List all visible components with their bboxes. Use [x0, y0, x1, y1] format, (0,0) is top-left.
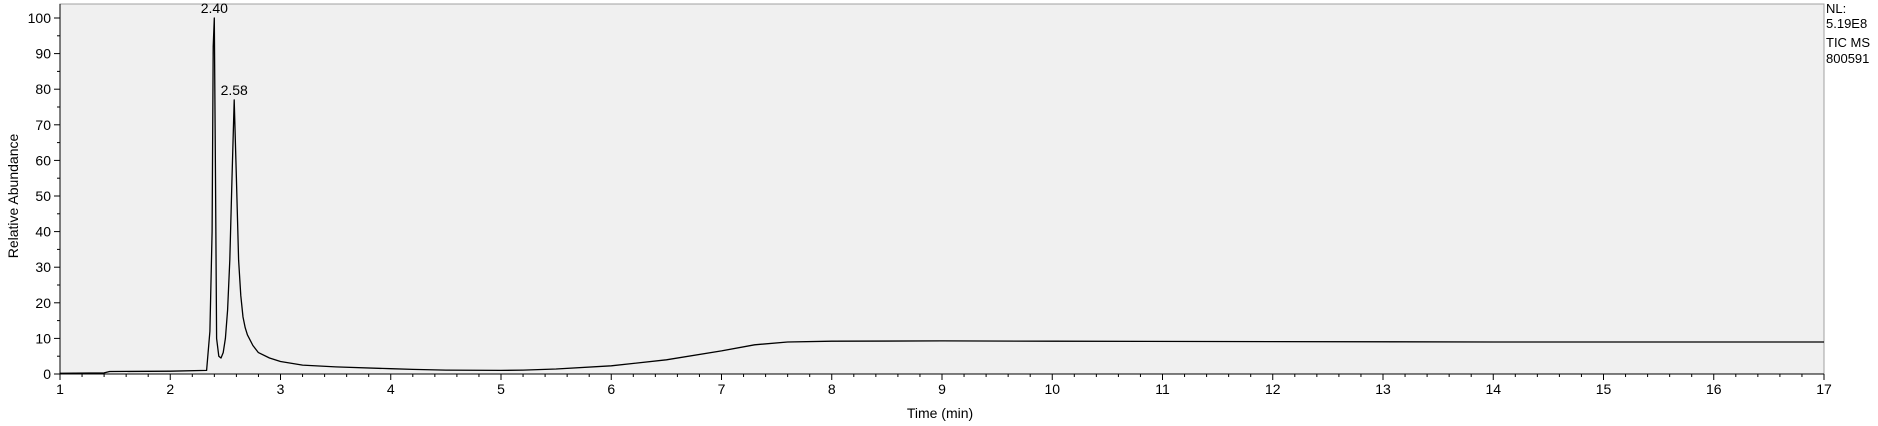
y-tick-label: 90: [35, 46, 51, 62]
x-tick-label: 2: [166, 381, 174, 397]
info-box: NL: 5.19E8 TIC MS 800591: [1826, 1, 1870, 66]
series-line: [59, 17, 1824, 374]
x-tick-label: 5: [497, 381, 505, 397]
x-tick-label: 6: [607, 381, 615, 397]
y-tick-label: 100: [28, 10, 52, 26]
y-tick-label: 20: [35, 295, 51, 311]
x-tick-label: 11: [1155, 381, 1170, 397]
x-tick-label: 4: [387, 381, 395, 397]
x-tick-label: 16: [1706, 381, 1722, 397]
peak-label: 2.40: [201, 0, 228, 16]
axes: 1 2 3 4 5 6 7 8 9 10 11 12 13 14 15 16 17010203040506070…: [28, 4, 1832, 397]
x-tick-label: 14: [1485, 381, 1501, 397]
y-tick-label: 0: [43, 366, 51, 382]
info-line-scan: TIC MS: [1826, 35, 1870, 50]
x-tick-label: 15: [1596, 381, 1612, 397]
x-tick-label: 1: [56, 381, 64, 397]
series-layer: [59, 17, 1824, 374]
y-tick-label: 50: [35, 188, 51, 204]
x-axis-title: Time (min): [907, 405, 973, 421]
y-tick-label: 70: [35, 117, 51, 133]
annotation-layer: 2.40 2.58: [201, 0, 248, 98]
info-line-nl: NL:: [1826, 1, 1846, 16]
y-tick-label: 60: [35, 152, 51, 168]
y-axis-title: Relative Abundance: [5, 134, 21, 259]
x-tick-label: 12: [1265, 381, 1281, 397]
y-tick-label: 30: [35, 259, 51, 275]
y-tick-label: 10: [35, 330, 51, 346]
x-tick-label: 10: [1044, 381, 1060, 397]
x-tick-label: 17: [1816, 381, 1832, 397]
plot-area: [59, 3, 1825, 375]
x-tick-label: 3: [277, 381, 285, 397]
y-tick-label: 80: [35, 81, 51, 97]
info-line-value: 5.19E8: [1826, 16, 1867, 31]
y-tick-label: 40: [35, 224, 51, 240]
info-line-id: 800591: [1826, 51, 1869, 66]
x-tick-label: 13: [1375, 381, 1391, 397]
x-tick-label: 9: [938, 381, 946, 397]
peak-label: 2.58: [221, 82, 248, 98]
x-tick-label: 7: [718, 381, 726, 397]
x-tick-label: 8: [828, 381, 836, 397]
